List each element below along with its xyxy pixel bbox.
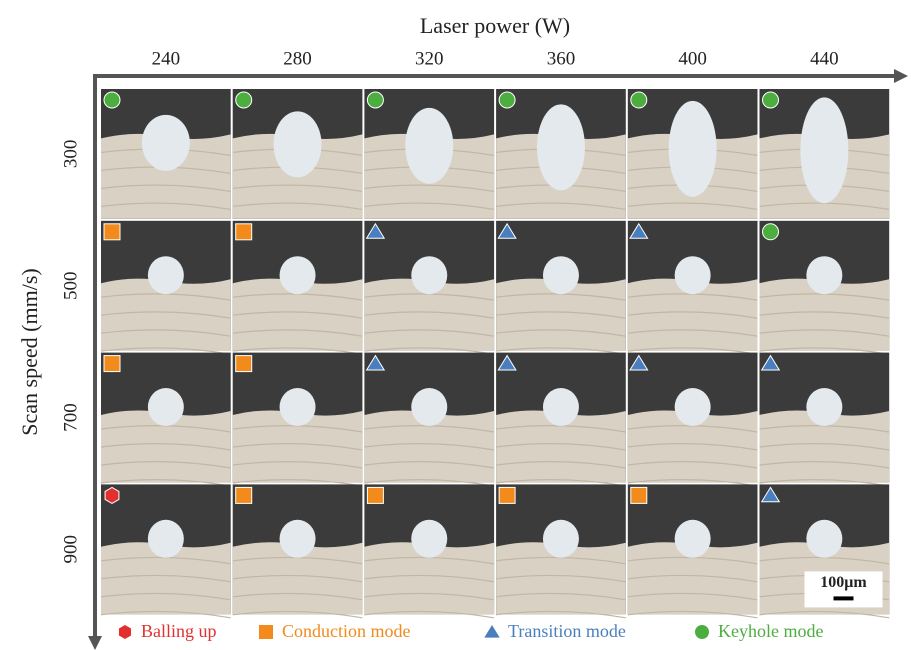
melt-pool xyxy=(543,520,579,558)
marker-hexagon xyxy=(119,625,131,639)
row-label: 500 xyxy=(60,271,81,300)
legend-label: Keyhole mode xyxy=(718,621,823,641)
marker-square xyxy=(631,487,647,503)
marker-circle xyxy=(631,92,647,108)
x-arrow-head xyxy=(894,69,908,83)
column-label: 360 xyxy=(547,48,576,69)
y-arrow-head xyxy=(88,636,102,650)
column-label: 280 xyxy=(283,48,312,69)
melt-pool xyxy=(675,256,711,294)
x-axis-title: Laser power (W) xyxy=(420,13,570,38)
column-label: 400 xyxy=(678,48,707,69)
melt-pool xyxy=(142,115,190,171)
melt-pool xyxy=(411,256,447,294)
marker-triangle xyxy=(484,625,499,638)
marker-circle xyxy=(763,224,779,240)
scale-bar xyxy=(834,596,854,600)
column-label: 320 xyxy=(415,48,444,69)
row-label: 900 xyxy=(60,535,81,564)
figure: Laser power (W) Scan speed (mm/s) 240 280… xyxy=(0,0,911,650)
marker-circle xyxy=(499,92,515,108)
melt-pool xyxy=(148,256,184,294)
melt-pool xyxy=(280,388,316,426)
marker-circle xyxy=(236,92,252,108)
melt-pool xyxy=(675,388,711,426)
legend-label: Transition mode xyxy=(508,621,626,641)
page: Laser power (W) Scan speed (mm/s) 240 280… xyxy=(0,0,911,650)
melt-pool xyxy=(543,388,579,426)
melt-pool xyxy=(537,104,585,190)
melt-pool xyxy=(148,520,184,558)
y-axis-title: Scan speed (mm/s) xyxy=(17,268,42,435)
melt-pool xyxy=(800,97,848,203)
melt-pool xyxy=(280,520,316,558)
marker-square xyxy=(104,356,120,372)
melt-pool xyxy=(806,388,842,426)
marker-circle xyxy=(367,92,383,108)
marker-square xyxy=(236,487,252,503)
column-label: 240 xyxy=(152,48,181,69)
marker-circle xyxy=(695,625,709,639)
melt-pool xyxy=(405,108,453,184)
melt-pool xyxy=(411,520,447,558)
melt-pool xyxy=(806,256,842,294)
melt-pool xyxy=(675,520,711,558)
melt-pool xyxy=(148,388,184,426)
melt-pool xyxy=(806,520,842,558)
legend-label: Conduction mode xyxy=(282,621,411,641)
melt-pool xyxy=(411,388,447,426)
marker-square xyxy=(104,224,120,240)
marker-square xyxy=(236,224,252,240)
melt-pool xyxy=(280,256,316,294)
marker-hexagon xyxy=(105,487,119,503)
marker-square xyxy=(499,487,515,503)
melt-pool xyxy=(543,256,579,294)
row-label: 700 xyxy=(60,403,81,432)
marker-square xyxy=(236,356,252,372)
marker-square xyxy=(259,625,273,639)
melt-pool xyxy=(669,101,717,197)
melt-pool xyxy=(274,111,322,177)
legend-label: Balling up xyxy=(141,621,217,641)
column-label: 440 xyxy=(810,48,839,69)
scale-bar-label: 100μm xyxy=(820,574,867,591)
marker-square xyxy=(367,487,383,503)
marker-circle xyxy=(763,92,779,108)
row-label: 300 xyxy=(60,140,81,169)
marker-circle xyxy=(104,92,120,108)
